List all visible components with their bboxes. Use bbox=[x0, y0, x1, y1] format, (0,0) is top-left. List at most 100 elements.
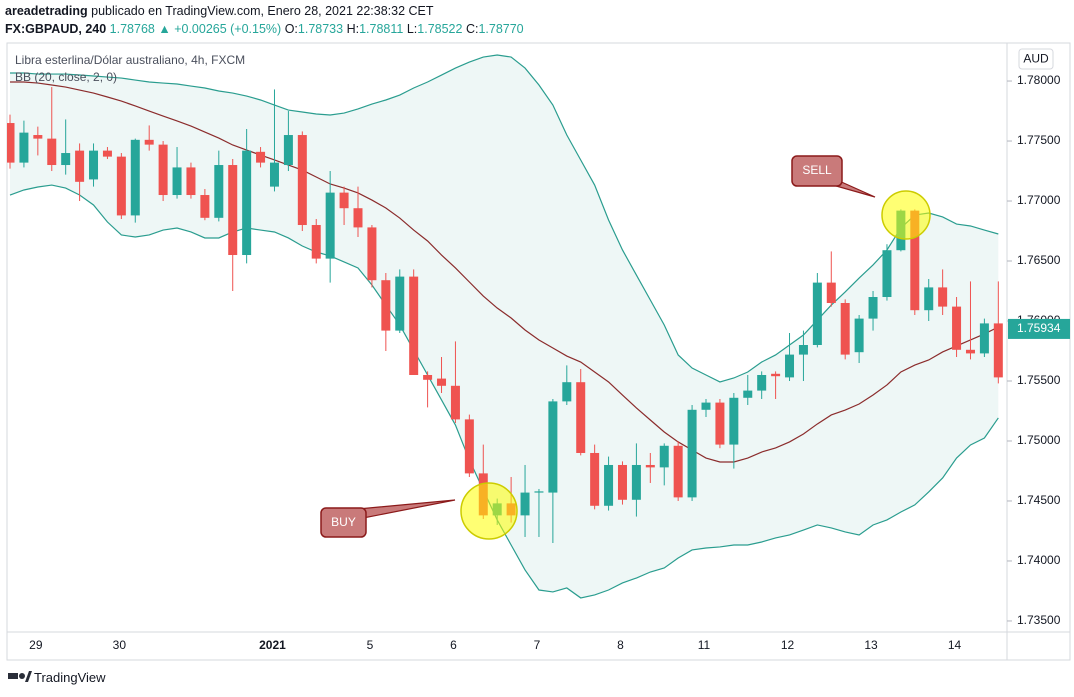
candle-body bbox=[172, 167, 182, 196]
candle-body bbox=[687, 409, 697, 498]
candle-body bbox=[158, 144, 168, 196]
buy-pointer bbox=[357, 499, 456, 520]
y-tick-label: 1.75000 bbox=[1017, 433, 1061, 447]
candle-body bbox=[715, 402, 725, 445]
candle-body bbox=[409, 276, 419, 375]
candle-body bbox=[812, 282, 822, 345]
y-tick-label: 1.73500 bbox=[1017, 613, 1061, 627]
candle-body bbox=[423, 374, 433, 380]
brand-logo bbox=[8, 671, 32, 682]
candle-body bbox=[339, 192, 349, 209]
chart-title: Libra esterlina/Dólar australiano, 4h, F… bbox=[15, 53, 245, 67]
chart-frame bbox=[6, 42, 1071, 661]
candle-body bbox=[826, 282, 836, 304]
x-tick-label: 6 bbox=[450, 638, 457, 652]
candle-body bbox=[325, 192, 335, 259]
y-tick-label: 1.77000 bbox=[1017, 193, 1061, 207]
ohlc-key: L: bbox=[406, 22, 418, 36]
candle-body bbox=[729, 397, 739, 445]
candle-body bbox=[33, 135, 43, 139]
x-tick-label: 5 bbox=[367, 638, 374, 652]
y-tick-label: 1.74000 bbox=[1017, 553, 1061, 567]
candle-body bbox=[617, 464, 627, 500]
sell-callout bbox=[791, 155, 843, 187]
candle-body bbox=[952, 306, 962, 350]
candle-body bbox=[75, 150, 85, 182]
symbol: FX:GBPAUD, 240 bbox=[5, 22, 107, 36]
candle-body bbox=[242, 150, 252, 256]
candle-body bbox=[450, 385, 460, 420]
candle-body bbox=[854, 318, 864, 353]
buy-callout bbox=[320, 507, 367, 538]
buy-highlight bbox=[460, 482, 518, 540]
candle-body bbox=[673, 445, 683, 498]
x-tick-label: 2021 bbox=[259, 638, 286, 652]
candle-body bbox=[631, 464, 641, 500]
candle-body bbox=[840, 303, 850, 355]
last-price-label: 1.75934 bbox=[1017, 321, 1061, 335]
candle-body bbox=[89, 150, 99, 180]
candle-body bbox=[520, 492, 530, 516]
candle-body bbox=[979, 323, 989, 354]
published: publicado en TradingView.com, Enero 28, … bbox=[91, 4, 434, 18]
ohlc-key: O: bbox=[284, 22, 298, 36]
candle-body bbox=[61, 153, 71, 166]
candle-body bbox=[965, 349, 975, 354]
candle-body bbox=[464, 419, 474, 474]
x-tick-label: 30 bbox=[113, 638, 127, 652]
ohlc-value: 1.78522 bbox=[417, 22, 463, 36]
header-line-1: areadetrading publicado en TradingView.c… bbox=[5, 4, 434, 18]
band-fill bbox=[10, 54, 999, 598]
y-tick-label: 1.76500 bbox=[1017, 253, 1061, 267]
candle-body bbox=[798, 344, 808, 355]
buy-text: BUY bbox=[331, 515, 356, 529]
candle-body bbox=[910, 210, 920, 311]
y-tick-label: 1.78000 bbox=[1017, 73, 1061, 87]
candle-body bbox=[924, 287, 934, 311]
candle-body bbox=[186, 167, 196, 196]
ohlc-value: 1.78770 bbox=[478, 22, 524, 36]
candle-body bbox=[868, 297, 878, 319]
currency-box bbox=[1018, 48, 1054, 70]
candle-body bbox=[116, 156, 126, 216]
brand: TradingView bbox=[34, 670, 106, 685]
candle-body bbox=[938, 287, 948, 307]
candle-body bbox=[534, 491, 544, 493]
candle-body bbox=[993, 323, 1003, 378]
currency: AUD bbox=[1023, 52, 1049, 66]
last-price-box bbox=[1008, 318, 1070, 339]
ohlc-value: 1.78733 bbox=[297, 22, 344, 36]
y-tick-label: 1.77500 bbox=[1017, 133, 1061, 147]
x-tick-label: 8 bbox=[617, 638, 624, 652]
candle-body bbox=[367, 227, 377, 281]
x-tick-label: 14 bbox=[948, 638, 962, 652]
candle-body bbox=[395, 276, 405, 331]
candle-body bbox=[757, 374, 767, 391]
band-line bbox=[10, 81, 999, 463]
sell-text: SELL bbox=[802, 163, 832, 177]
change: ▲ +0.00265 (+0.15%) bbox=[158, 22, 282, 36]
candle-body bbox=[548, 401, 558, 493]
author: areadetrading bbox=[5, 4, 88, 18]
candle-body bbox=[701, 402, 711, 410]
candle-body bbox=[659, 445, 669, 468]
x-tick-label: 13 bbox=[864, 638, 878, 652]
indicator-label: BB (20, close, 2, 0) bbox=[15, 70, 117, 84]
price: 1.78768 bbox=[109, 22, 155, 36]
candle-body bbox=[47, 138, 57, 166]
candle-body bbox=[882, 250, 892, 298]
candle-body bbox=[576, 382, 586, 453]
y-tick-label: 1.74500 bbox=[1017, 493, 1061, 507]
candle-body bbox=[604, 464, 614, 506]
candle-body bbox=[19, 132, 29, 163]
candle-body bbox=[200, 195, 210, 218]
plot-area bbox=[7, 54, 1003, 599]
candle-body bbox=[144, 139, 154, 145]
candle-body bbox=[743, 390, 753, 398]
candle-body bbox=[228, 165, 238, 256]
candle-body bbox=[645, 464, 655, 468]
y-tick-label: 1.75500 bbox=[1017, 373, 1061, 387]
x-tick-label: 12 bbox=[781, 638, 795, 652]
overlay: 1.75934 bbox=[1008, 318, 1070, 339]
